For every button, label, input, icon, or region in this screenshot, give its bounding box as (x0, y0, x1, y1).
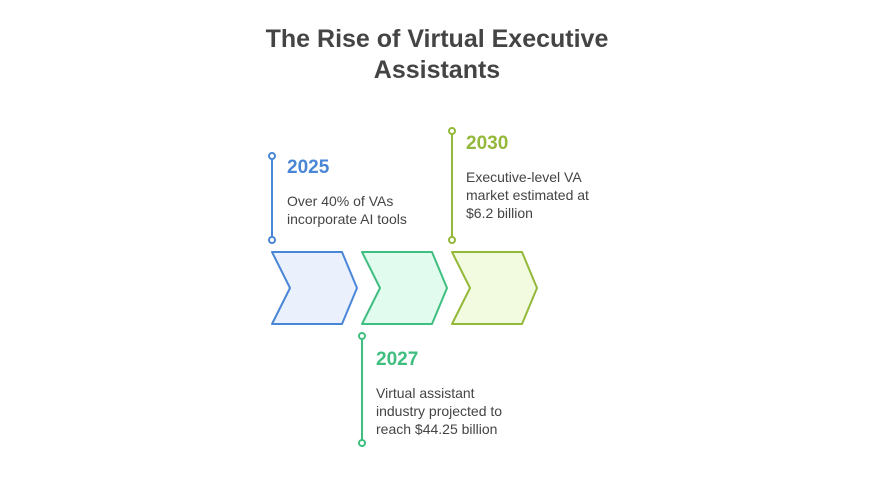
chevron-2027 (361, 251, 448, 325)
milestone-2030: 2030 Executive-level VA market estimated… (466, 133, 636, 222)
milestone-description: Virtual assistant industry projected to … (376, 385, 503, 437)
milestone-2025: 2025 Over 40% of VAs incorporate AI tool… (287, 157, 457, 228)
milestone-year: 2030 (466, 133, 509, 154)
connector-dot-2025-start (268, 152, 276, 160)
chevron-2025 (271, 251, 358, 325)
page-title: The Rise of Virtual Executive Assistants (265, 25, 609, 84)
connector-dot-2027-end (358, 439, 366, 447)
milestone-description: Executive-level VA market estimated at $… (466, 169, 589, 221)
milestone-year: 2027 (376, 349, 419, 370)
connector-dot-2025-end (268, 236, 276, 244)
connector-dot-2027-start (358, 332, 366, 340)
milestone-2027: 2027 Virtual assistant industry projecte… (376, 349, 546, 438)
milestone-description: Over 40% of VAs incorporate AI tools (287, 193, 407, 227)
milestone-year: 2025 (287, 157, 330, 178)
connector-dot-2030-end (448, 236, 456, 244)
connector-dot-2030-start (448, 127, 456, 135)
chevron-2030 (451, 251, 538, 325)
